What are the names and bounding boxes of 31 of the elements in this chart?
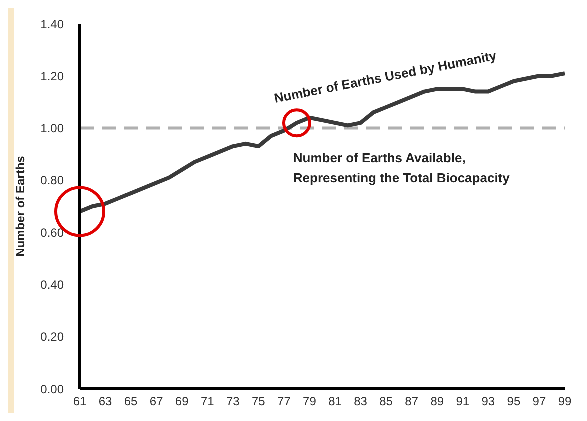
x-tick-label: 83 <box>354 394 368 409</box>
y-tick-label: 0.00 <box>40 382 64 396</box>
x-tick-label: 61 <box>73 394 87 409</box>
x-tick-label: 89 <box>430 394 444 409</box>
x-tick-label: 73 <box>226 394 240 409</box>
x-tick-label: 65 <box>124 394 138 409</box>
x-tick-label: 85 <box>380 394 394 409</box>
y-tick-label: 1.00 <box>40 122 64 136</box>
x-tick-label: 95 <box>507 394 521 409</box>
x-tick-label: 97 <box>532 394 546 409</box>
y-tick-label: 0.80 <box>40 174 64 188</box>
x-tick-label: 77 <box>278 394 292 409</box>
text: Number of Earths Used by Humanity <box>273 48 499 106</box>
x-tick-label: 93 <box>482 394 496 409</box>
x-tick-label: 67 <box>150 394 164 409</box>
x-tick-label: 87 <box>405 394 419 409</box>
x-tick-label: 81 <box>328 394 342 409</box>
ref-line-label: Number of Earths Available, Representing the Total Biocapacity <box>293 150 511 186</box>
y-axis-title: Number of Earths <box>13 156 28 257</box>
x-tick-label: 69 <box>175 394 190 409</box>
x-tick-label: 63 <box>98 394 113 409</box>
y-tick-label: 0.60 <box>40 226 64 240</box>
x-tick-label: 99 <box>558 394 572 409</box>
x-tick-label: 91 <box>456 394 470 409</box>
y-tick-label: 1.20 <box>40 69 64 84</box>
y-tick-label: 0.40 <box>40 278 64 292</box>
x-tick-label: 79 <box>303 394 317 409</box>
x-tick-label: 75 <box>252 394 266 409</box>
x-tick-label: 71 <box>200 394 215 409</box>
y-tick-label: 1.40 <box>40 17 64 32</box>
y-tick-label: 0.20 <box>40 330 64 344</box>
